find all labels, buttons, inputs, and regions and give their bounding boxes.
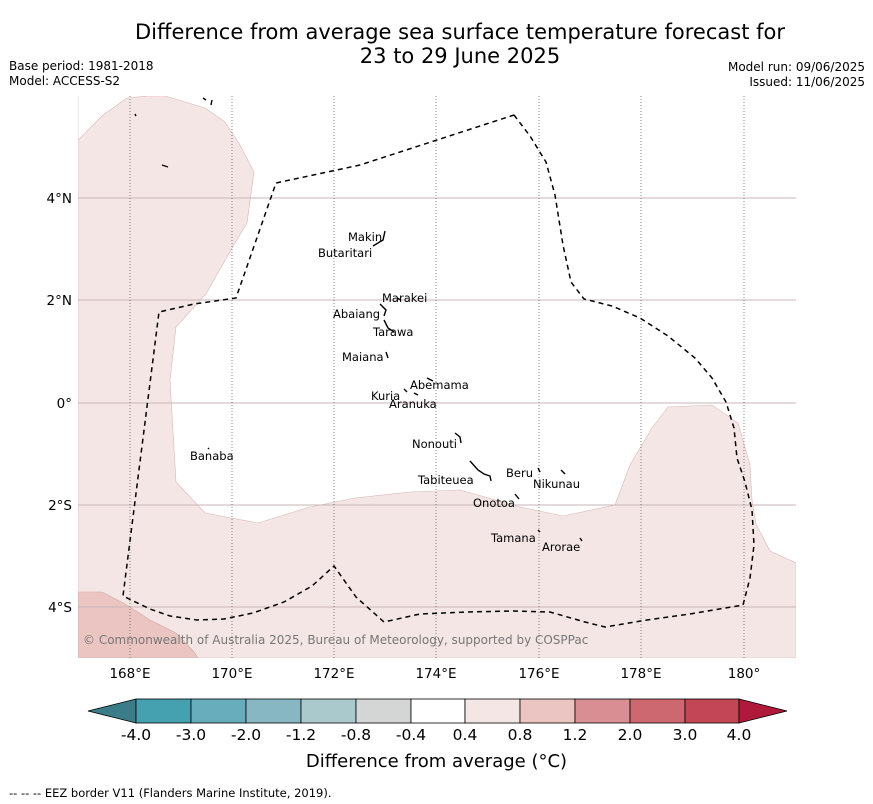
island-arorae xyxy=(579,537,583,542)
label-abaiang: Abaiang xyxy=(333,307,380,321)
lon-label-178e: 178°E xyxy=(620,666,661,682)
island-maiana xyxy=(385,351,389,359)
copyright-notice: © Commonwealth of Australia 2025, Bureau… xyxy=(83,633,588,647)
island-onotoa xyxy=(514,493,520,500)
title-line-1: Difference from average sea surface temp… xyxy=(135,20,785,44)
island-abemama xyxy=(426,377,434,382)
island-north-1 xyxy=(161,164,169,168)
lat-label-4n: 4°N xyxy=(47,191,72,207)
colorbar-bin-5 xyxy=(355,698,412,724)
colorbar-bin-3 xyxy=(245,698,302,724)
label-onotoa: Onotoa xyxy=(473,496,515,510)
latitude-axis: 4°N 2°N 0° 2°S 4°S xyxy=(47,191,72,616)
colorbar-bin-8 xyxy=(519,698,576,724)
colorbar-bin-4 xyxy=(300,698,357,724)
label-aranuka: Aranuka xyxy=(389,397,437,411)
colorbar-bin-11 xyxy=(684,698,740,724)
lon-label-176e: 176°E xyxy=(518,666,559,682)
island-banaba xyxy=(207,447,210,450)
anomaly-region-warmer xyxy=(78,591,199,658)
lon-label-168e: 168°E xyxy=(109,666,150,682)
place-labels: Makin Butaritari Marakei Abaiang Tarawa … xyxy=(190,230,580,554)
colorbar-ticks: -4.0 -3.0 -2.0 -1.2 -0.8 -0.4 0.4 0.8 1.… xyxy=(121,726,751,744)
colorbar xyxy=(87,698,788,724)
colorbar-tick: 3.0 xyxy=(673,726,698,744)
island-outlines xyxy=(134,97,583,542)
colorbar-extend-high xyxy=(738,698,788,724)
issued-date: Issued: 11/06/2025 xyxy=(749,75,865,89)
label-maiana: Maiana xyxy=(342,350,384,364)
colorbar-tick: -2.0 xyxy=(231,726,261,744)
label-tamana: Tamana xyxy=(490,531,536,545)
colorbar-tick: -0.8 xyxy=(341,726,371,744)
label-tabiteuea: Tabiteuea xyxy=(417,473,474,487)
colorbar-bin-6 xyxy=(410,698,466,724)
colorbar-label: Difference from average (°C) xyxy=(305,751,568,772)
colorbar-tick: 2.0 xyxy=(618,726,643,744)
island-north-3 xyxy=(202,97,213,106)
chart-title: Difference from average sea surface temp… xyxy=(0,20,873,68)
lat-label-2s: 2°S xyxy=(48,498,72,514)
colorbar-bin-1 xyxy=(135,698,192,724)
colorbar-bin-9 xyxy=(574,698,631,724)
island-abaiang xyxy=(379,303,387,317)
lon-label-180: 180° xyxy=(728,666,761,682)
lat-label-0: 0° xyxy=(57,396,72,412)
island-nonouti xyxy=(454,432,462,444)
island-tamana xyxy=(537,529,541,533)
colorbar-bin-10 xyxy=(629,698,686,724)
latitude-gridlines xyxy=(78,197,796,608)
colorbar-bin-7 xyxy=(464,698,521,724)
label-butaritari: Butaritari xyxy=(318,246,372,260)
colorbar-tick: 0.8 xyxy=(508,726,533,744)
map-panel: Makin Butaritari Marakei Abaiang Tarawa … xyxy=(78,96,796,658)
lat-label-4s: 4°S xyxy=(48,600,72,616)
colorbar-extend-low xyxy=(87,698,137,724)
lat-label-2n: 2°N xyxy=(47,293,72,309)
island-tabiteuea xyxy=(469,460,492,482)
longitude-gridlines xyxy=(129,96,745,658)
label-arorae: Arorae xyxy=(542,540,580,554)
label-kuria: Kuria xyxy=(371,389,400,403)
island-nikunau xyxy=(560,469,566,475)
lon-label-170e: 170°E xyxy=(211,666,252,682)
label-makin: Makin xyxy=(348,230,382,244)
anomaly-region-warm xyxy=(78,96,796,658)
colorbar-tick: -3.0 xyxy=(176,726,206,744)
colorbar-tick: 4.0 xyxy=(727,726,752,744)
eez-footnote: -- -- -- EEZ border V11 (Flanders Marine… xyxy=(9,786,332,800)
lon-label-172e: 172°E xyxy=(313,666,354,682)
island-kuria-aranuka xyxy=(403,388,419,396)
label-abemama: Abemama xyxy=(410,378,469,392)
title-line-2: 23 to 29 June 2025 xyxy=(359,44,561,68)
colorbar-tick: -1.2 xyxy=(286,726,316,744)
colorbar-tick: -4.0 xyxy=(121,726,151,744)
colorbar-tick: 0.4 xyxy=(453,726,478,744)
colorbar-tick: -0.4 xyxy=(396,726,426,744)
longitude-axis: 168°E 170°E 172°E 174°E 176°E 178°E 180° xyxy=(109,666,760,682)
colorbar-bin-2 xyxy=(190,698,247,724)
model-name: Model: ACCESS-S2 xyxy=(9,74,121,88)
label-nikunau: Nikunau xyxy=(533,477,580,491)
lon-label-174e: 174°E xyxy=(415,666,456,682)
base-period: Base period: 1981-2018 xyxy=(9,59,154,73)
colorbar-tick: 1.2 xyxy=(563,726,588,744)
label-banaba: Banaba xyxy=(190,449,234,463)
run-info: Model run: 09/06/2025 Issued: 11/06/2025 xyxy=(728,60,865,90)
label-tarawa: Tarawa xyxy=(372,325,413,339)
label-nonouti: Nonouti xyxy=(412,437,457,451)
label-marakei: Marakei xyxy=(382,291,427,305)
eez-border xyxy=(122,114,755,628)
island-makin-butaritari xyxy=(372,230,386,247)
island-beru xyxy=(537,467,541,473)
island-north-2 xyxy=(134,113,137,117)
island-marakei xyxy=(396,297,402,301)
model-info: Base period: 1981-2018 Model: ACCESS-S2 xyxy=(9,59,154,89)
model-run: Model run: 09/06/2025 xyxy=(727,60,865,74)
island-tarawa xyxy=(383,319,395,333)
label-beru: Beru xyxy=(506,466,533,480)
